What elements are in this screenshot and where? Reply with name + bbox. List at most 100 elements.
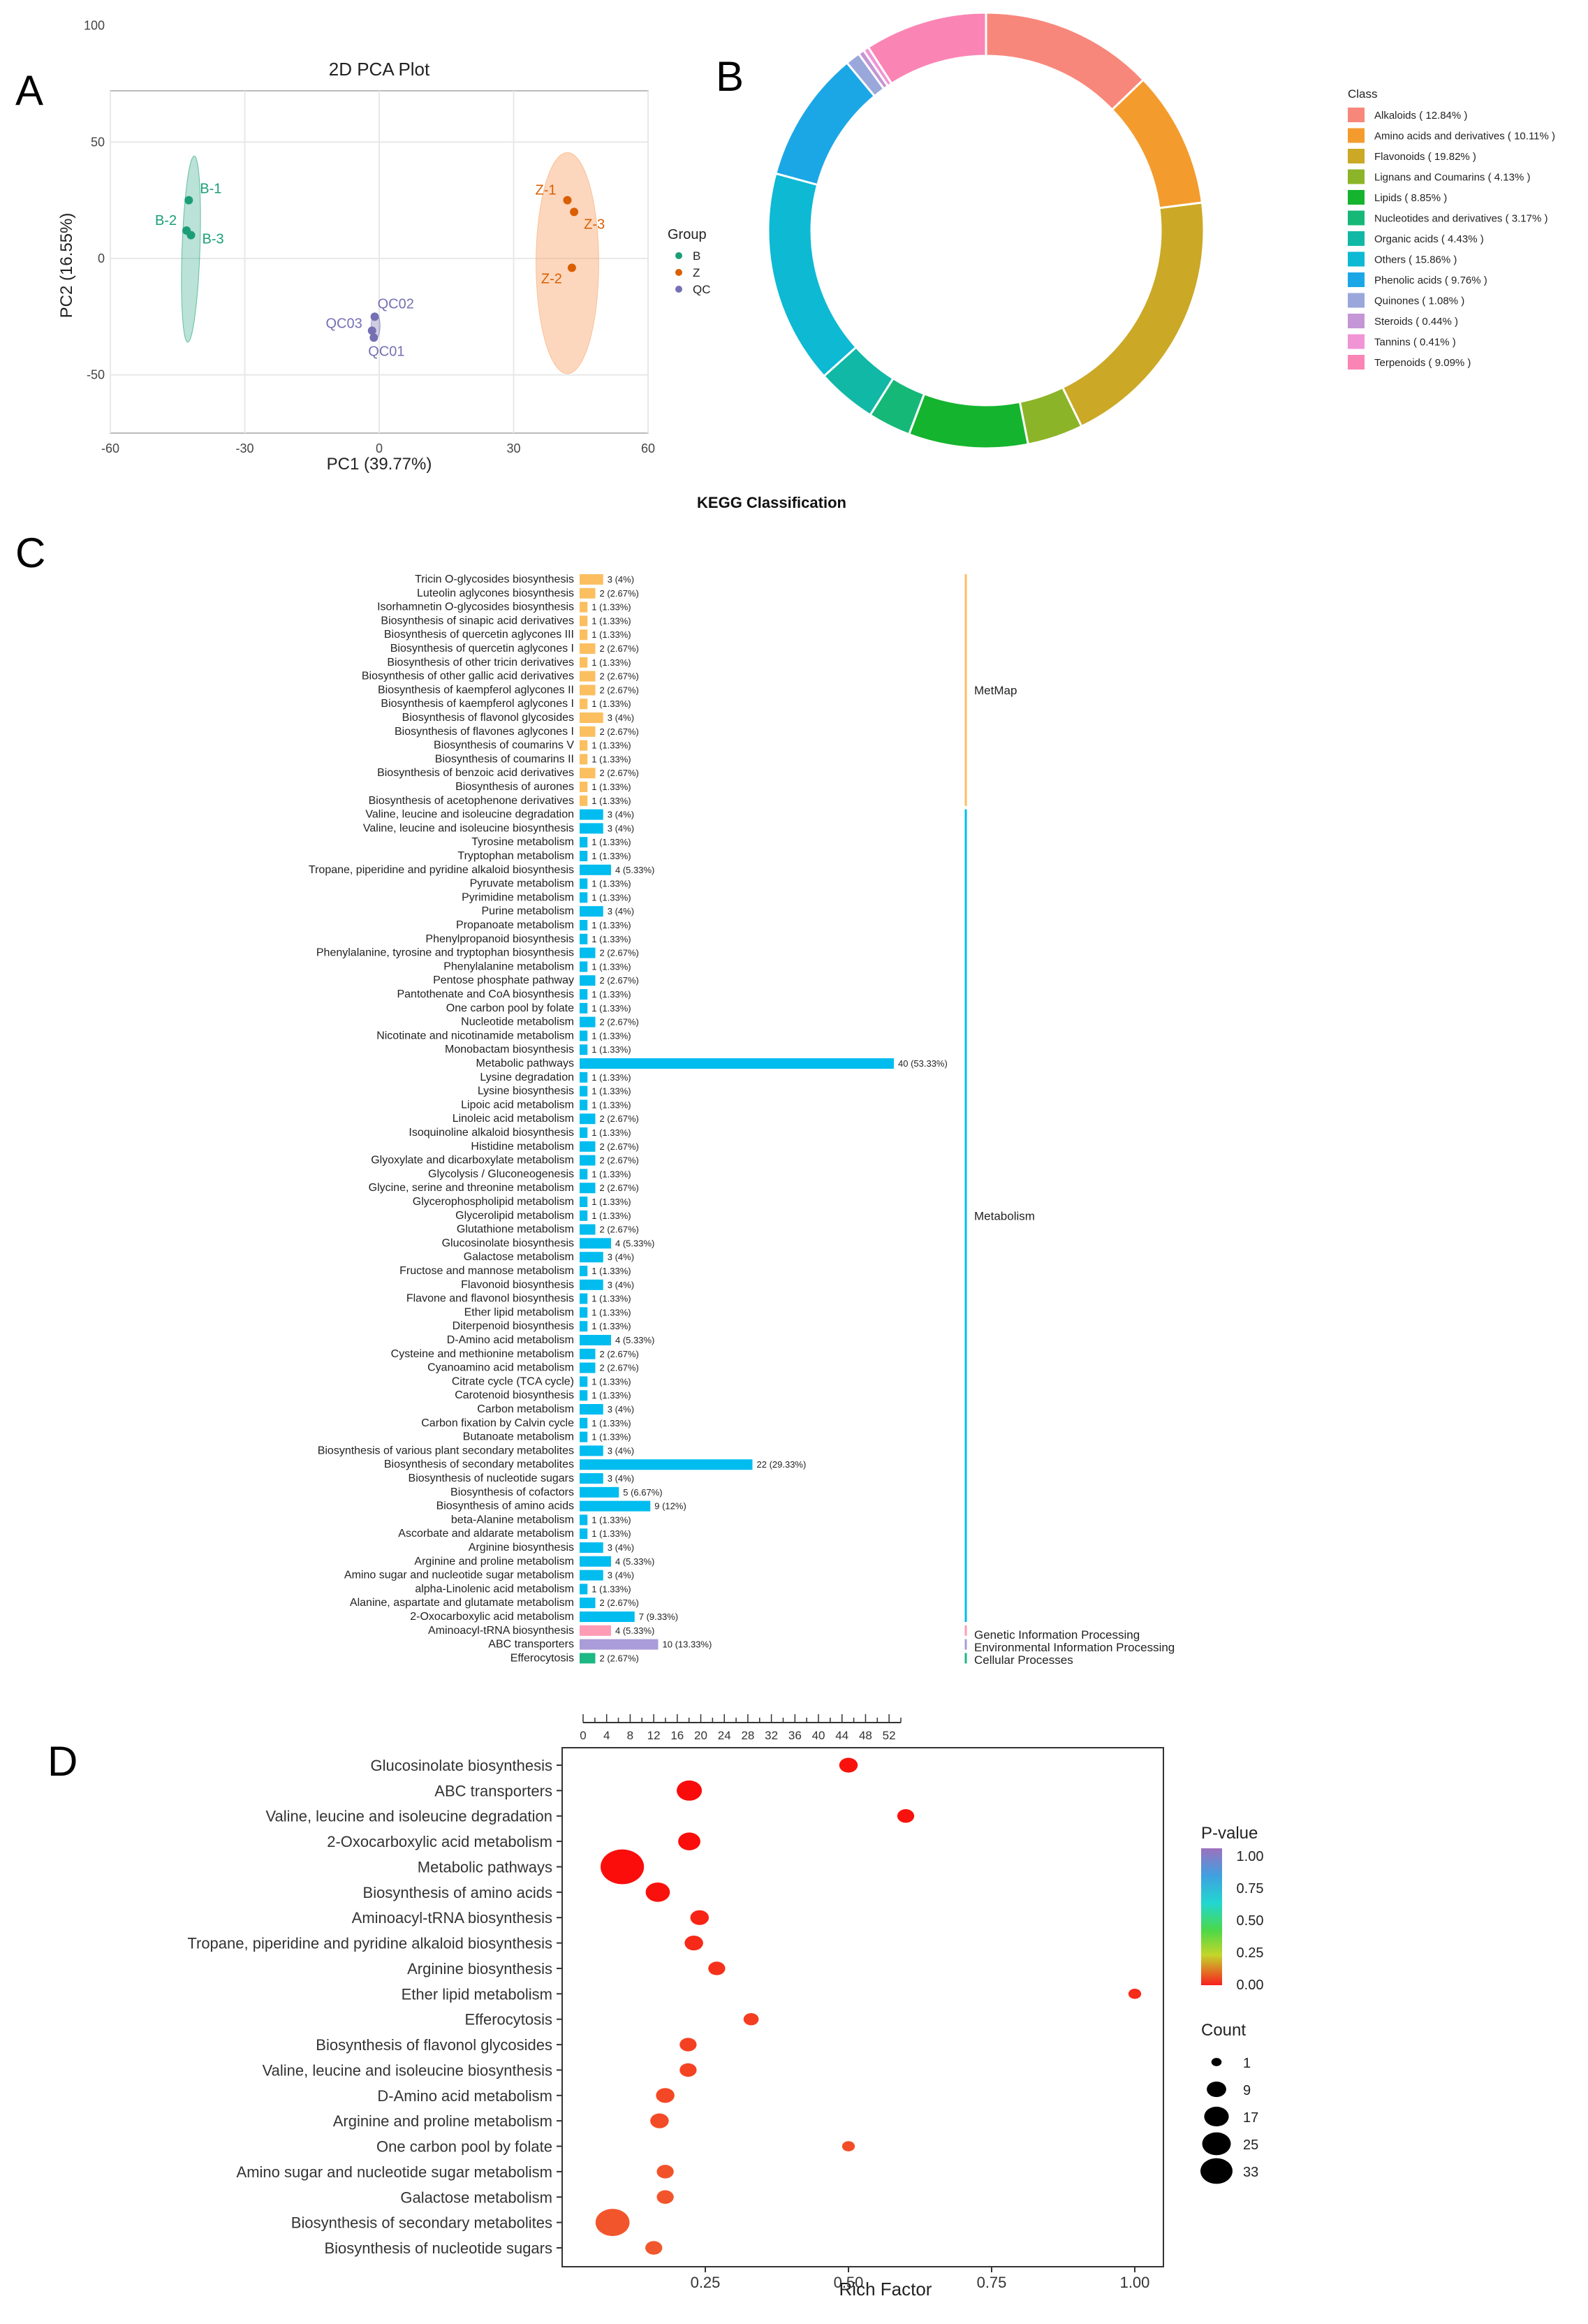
kegg-bar-value: 2 (2.67%) — [600, 726, 639, 737]
kegg-bar-label: Cyanoamino acid metabolism — [427, 1362, 574, 1374]
kegg-bar-label: Isoquinoline alkaloid biosynthesis — [409, 1127, 574, 1139]
kegg-bar-value: 2 (2.67%) — [600, 1183, 639, 1193]
kegg-bar — [580, 615, 588, 627]
pca-point-label: QC02 — [378, 296, 414, 312]
kegg-bar-value: 2 (2.67%) — [600, 1363, 639, 1373]
kegg-bar-value: 1 (1.33%) — [591, 851, 631, 861]
kegg-bar-label: Purine metabolism — [482, 905, 575, 917]
kegg-bar-value: 1 (1.33%) — [591, 796, 631, 806]
top-axis-tick-label: 8 — [627, 1729, 633, 1742]
kegg-bar — [580, 837, 588, 848]
kegg-bar — [580, 961, 588, 972]
bubble-point — [656, 2088, 675, 2103]
kegg-bar-label: Biosynthesis of flavonol glycosides — [402, 712, 574, 724]
top-axis-tick-label: 44 — [835, 1729, 848, 1742]
kegg-bar — [580, 1279, 603, 1290]
kegg-bar-label: Citrate cycle (TCA cycle) — [452, 1375, 574, 1387]
kegg-bars: Tricin O-glycosides biosynthesis 3 (4%) Lu… — [309, 573, 948, 1664]
pca-point-label: B-1 — [200, 182, 221, 197]
kegg-bar-label: Biosynthesis of other gallic acid deriva… — [362, 671, 574, 682]
kegg-bar-label: Biosynthesis of flavones aglycones I — [395, 726, 574, 738]
top-axis-tick-label: 32 — [765, 1729, 778, 1742]
kegg-bar-value: 3 (4%) — [608, 574, 634, 585]
kegg-bar — [580, 1086, 588, 1097]
pca-x-tick-label: 60 — [641, 441, 655, 455]
pca-point-label: B-3 — [203, 232, 224, 247]
kegg-bar — [580, 601, 588, 613]
kegg-group-label: Genetic Information Processing — [974, 1628, 1140, 1642]
kegg-bar — [580, 975, 596, 986]
donut-legend-label: Tannins ( 0.41% ) — [1374, 337, 1456, 349]
kegg-bar — [580, 1293, 588, 1304]
top-axis-tick-label: 12 — [647, 1729, 661, 1742]
enrichment-bubble-chart: 0 4 8 12 16 20 24 28 32 36 40 44 48 52 Glucosinolate … — [187, 1714, 1263, 2300]
kegg-bar — [580, 1335, 611, 1345]
kegg-bar-label: Biosynthesis of secondary metabolites — [384, 1459, 574, 1470]
kegg-bar-label: ABC transporters — [488, 1639, 574, 1651]
kegg-bar-label: Biosynthesis of aurones — [455, 781, 574, 793]
bubble-point — [839, 1757, 858, 1773]
kegg-bar — [580, 1072, 588, 1083]
bubble-y-label: One carbon pool by folate — [376, 2138, 552, 2156]
kegg-bar-value: 3 (4%) — [608, 1280, 634, 1290]
kegg-bar-label: Diterpenoid biosynthesis — [453, 1320, 574, 1332]
top-axis-tick-label: 4 — [603, 1729, 610, 1742]
kegg-bar-label: Luteolin aglycones biosynthesis — [417, 587, 574, 599]
kegg-bar-value: 3 (4%) — [608, 1570, 634, 1581]
kegg-bar-label: Lipoic acid metabolism — [461, 1099, 574, 1111]
kegg-bar — [580, 1459, 753, 1470]
kegg-classification-chart: KEGG Classification Tricin O-glycosides … — [309, 494, 1175, 1667]
kegg-bar-label: Nucleotide metabolism — [461, 1016, 574, 1028]
donut-slice — [867, 11, 987, 85]
kegg-bar-value: 3 (4%) — [608, 1445, 634, 1456]
kegg-bar-value: 1 (1.33%) — [591, 699, 631, 709]
bubble-y-label: Galactose metabolism — [400, 2188, 552, 2206]
bubble-y-label: Amino sugar and nucleotide sugar metabol… — [237, 2163, 552, 2181]
kegg-bar-label: Biosynthesis of benzoic acid derivatives — [377, 767, 574, 779]
kegg-bar — [580, 1321, 588, 1332]
kegg-bar — [580, 920, 588, 930]
kegg-bar — [580, 1266, 588, 1276]
kegg-group-brackets: MetMap Metabolism Genetic Information Proc… — [964, 574, 1175, 1667]
bubble-point — [897, 1809, 915, 1823]
pca-plot: B-1 B-2 B-3 Z-1 Z-3 Z-2 QC02 QC03 QC01 -60 -30 0 30… — [57, 19, 711, 474]
pca-point-label: QC01 — [368, 344, 404, 359]
pca-legend-title: Group — [668, 227, 707, 242]
pca-point — [367, 326, 376, 335]
kegg-bar — [580, 587, 596, 599]
kegg-bar-value: 2 (2.67%) — [600, 1113, 639, 1124]
kegg-bar-label: Valine, leucine and isoleucine biosynthe… — [363, 822, 574, 834]
count-legend-swatch — [1211, 2058, 1222, 2066]
kegg-bar — [580, 1362, 596, 1373]
enrichment-top-axis: 0 4 8 12 16 20 24 28 32 36 40 44 48 52 — [580, 1714, 902, 1742]
kegg-bar-label: Galactose metabolism — [464, 1251, 574, 1263]
donut-legend-label: Terpenoids ( 9.09% ) — [1374, 357, 1471, 369]
bubble-x-tick-label: 0.50 — [834, 2274, 864, 2291]
bubble-y-label: Arginine biosynthesis — [407, 1960, 552, 1978]
count-legend-swatch — [1202, 2132, 1231, 2156]
donut-legend-label: Others ( 15.86% ) — [1374, 254, 1457, 266]
donut-slice — [907, 392, 1030, 450]
kegg-bar — [580, 1197, 588, 1207]
kegg-bar-label: Glycerophospholipid metabolism — [413, 1196, 574, 1208]
kegg-group-label: Cellular Processes — [974, 1653, 1073, 1667]
donut-legend-swatch — [1348, 231, 1365, 246]
bubble-y-label: Valine, leucine and isoleucine degradati… — [265, 1808, 552, 1825]
kegg-bar-label: Pantothenate and CoA biosynthesis — [397, 988, 574, 1000]
kegg-bar — [580, 1099, 588, 1111]
pca-point — [369, 333, 378, 342]
kegg-bar-label: Fructose and mannose metabolism — [399, 1265, 574, 1277]
kegg-bar-value: 1 (1.33%) — [591, 754, 631, 764]
bubble-point — [678, 1832, 700, 1850]
pca-point-label: B-2 — [155, 213, 177, 228]
pvalue-tick-label: 0.75 — [1237, 1881, 1264, 1897]
kegg-bar-value: 1 (1.33%) — [591, 1211, 631, 1221]
donut-legend-label: Amino acids and derivatives ( 10.11% ) — [1374, 131, 1555, 142]
count-legend-title: Count — [1201, 2021, 1246, 2040]
bubble-y-label: Biosynthesis of flavonol glycosides — [316, 2036, 552, 2054]
donut-legend-swatch — [1348, 272, 1365, 287]
bubble-y-label: Arginine and proline metabolism — [333, 2112, 552, 2130]
bubble-point — [690, 1910, 710, 1925]
bubble-point — [1128, 1989, 1142, 1999]
kegg-group-label: MetMap — [974, 684, 1017, 697]
